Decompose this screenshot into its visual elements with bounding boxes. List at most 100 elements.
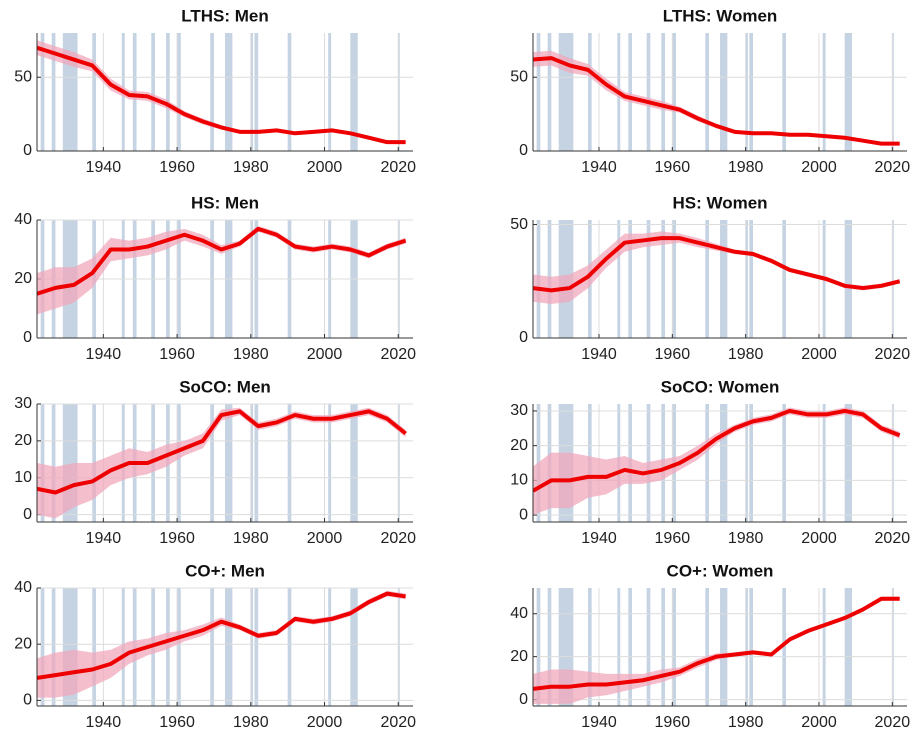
y-tick-label: 50 xyxy=(510,216,528,233)
shaded-period xyxy=(210,588,214,706)
x-tick-label: 1980 xyxy=(728,714,764,731)
shaded-period xyxy=(822,588,826,706)
shaded-period xyxy=(250,404,254,522)
shaded-period xyxy=(672,588,676,706)
x-tick-label: 2020 xyxy=(875,714,911,731)
shaded-period xyxy=(705,220,709,338)
shaded-period xyxy=(166,33,170,151)
shaded-period xyxy=(646,33,651,151)
shaded-period xyxy=(40,588,45,706)
x-tick-label: 1980 xyxy=(233,346,269,363)
shaded-period xyxy=(225,404,233,522)
shaded-period xyxy=(628,588,632,706)
x-tick-label: 1980 xyxy=(233,159,269,176)
x-tick-label: 2020 xyxy=(380,530,416,547)
shaded-period xyxy=(661,220,665,338)
shaded-period xyxy=(287,404,292,522)
y-tick-label: 30 xyxy=(14,395,32,412)
shaded-period xyxy=(40,404,45,522)
x-tick-label: 1940 xyxy=(86,530,122,547)
x-tick-label: 2020 xyxy=(875,159,911,176)
shaded-period xyxy=(51,404,56,522)
subplot-title: CO+: Women xyxy=(667,561,774,580)
shaded-period xyxy=(646,588,651,706)
shaded-period xyxy=(844,588,852,706)
x-tick-label: 2020 xyxy=(875,530,911,547)
shaded-period xyxy=(254,33,259,151)
shaded-period xyxy=(350,33,358,151)
x-tick-label: 1960 xyxy=(655,530,691,547)
shaded-period xyxy=(51,588,56,706)
shaded-period xyxy=(40,33,45,151)
shaded-period xyxy=(151,33,155,151)
series-line xyxy=(533,408,901,493)
shaded-period xyxy=(892,588,894,706)
x-tick-label: 1940 xyxy=(581,346,617,363)
shaded-period xyxy=(822,404,826,522)
x-tick-label: 2020 xyxy=(380,714,416,731)
confidence-band xyxy=(533,231,900,304)
x-tick-label: 1960 xyxy=(655,714,691,731)
y-tick-label: 40 xyxy=(14,211,32,228)
shaded-period xyxy=(661,33,665,151)
shaded-period xyxy=(844,404,852,522)
x-tick-label: 2000 xyxy=(801,159,837,176)
shaded-period xyxy=(705,588,709,706)
shaded-period xyxy=(210,33,214,151)
shaded-period xyxy=(536,33,541,151)
shaded-period xyxy=(892,404,894,522)
x-tick-label: 1960 xyxy=(159,714,195,731)
y-tick-label: 0 xyxy=(519,691,528,708)
shaded-period xyxy=(844,220,852,338)
shaded-period xyxy=(745,220,748,338)
y-tick-label: 10 xyxy=(510,472,528,489)
series-line xyxy=(533,596,900,691)
series-line xyxy=(37,591,406,680)
y-tick-label: 50 xyxy=(14,68,32,85)
series-line xyxy=(533,236,901,293)
x-tick-label: 1940 xyxy=(86,159,122,176)
x-tick-label: 1980 xyxy=(233,714,269,731)
y-tick-label: 40 xyxy=(510,605,528,622)
shaded-period xyxy=(558,33,574,151)
subplot: SoCO: Women 0 10 20 30 1940 1960 1980 2000 2020 xyxy=(510,377,910,547)
subplot-title: SoCO: Men xyxy=(179,377,271,396)
subplot: SoCO: Men 0 10 20 30 1940 1960 1980 2000 2020 xyxy=(14,377,416,547)
subplot-title: HS: Women xyxy=(672,193,767,212)
shaded-period xyxy=(628,33,632,151)
shaded-period xyxy=(250,588,254,706)
shaded-period xyxy=(250,33,254,151)
subplot-title: LTHS: Women xyxy=(663,6,778,25)
x-tick-label: 1940 xyxy=(581,530,617,547)
series-line xyxy=(37,226,407,296)
shaded-period xyxy=(749,404,753,522)
shaded-period xyxy=(328,404,332,522)
subplot: CO+: Women 0 20 40 1940 1960 1980 2000 2020 xyxy=(510,561,910,731)
shaded-period xyxy=(892,33,894,151)
y-tick-label: 20 xyxy=(510,648,528,665)
shaded-period xyxy=(782,33,786,151)
shaded-period xyxy=(617,588,621,706)
x-tick-label: 1980 xyxy=(728,159,764,176)
shaded-period xyxy=(749,588,753,706)
subplot: HS: Women 0 50 1940 1960 1980 2000 2020 xyxy=(510,193,910,363)
subplot: CO+: Men 0 20 40 1940 1960 1980 2000 2020 xyxy=(14,561,416,731)
shaded-period xyxy=(92,588,96,706)
shaded-period xyxy=(177,404,181,522)
shaded-period xyxy=(782,220,786,338)
shaded-period xyxy=(547,588,552,706)
shaded-period xyxy=(749,220,753,338)
shaded-period xyxy=(720,33,728,151)
y-tick-label: 50 xyxy=(510,68,528,85)
shaded-period xyxy=(672,33,676,151)
shaded-period xyxy=(225,33,233,151)
shaded-period xyxy=(92,33,96,151)
shaded-period xyxy=(398,33,400,151)
shaded-period xyxy=(720,588,728,706)
series-line xyxy=(533,56,900,146)
confidence-band xyxy=(37,407,406,519)
subplot-title: LTHS: Men xyxy=(181,6,269,25)
x-tick-label: 2000 xyxy=(307,346,343,363)
